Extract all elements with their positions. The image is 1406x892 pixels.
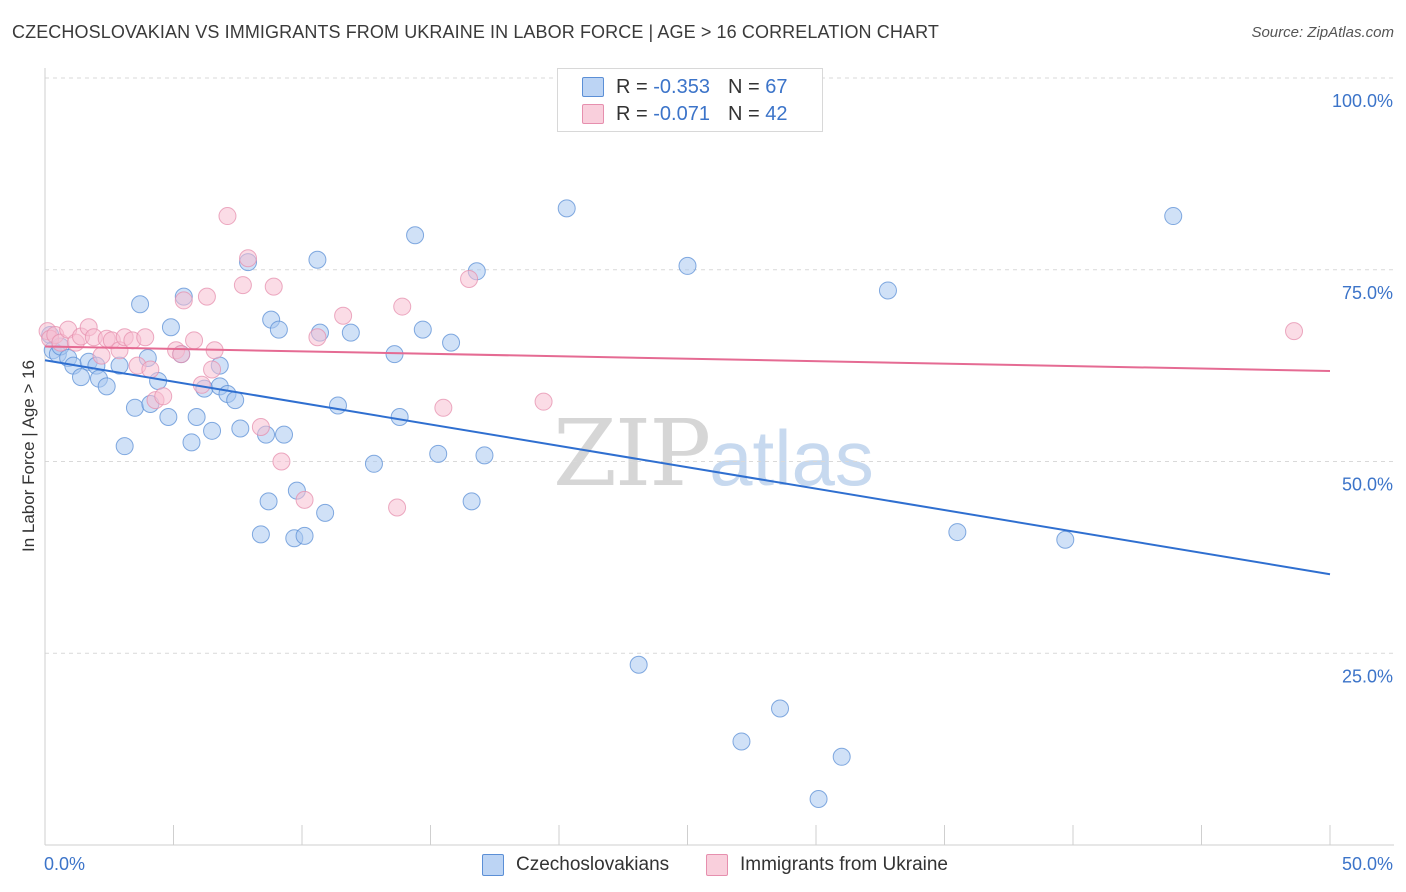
x-tick-label: 50.0% — [1342, 854, 1393, 874]
point-ukraine — [239, 249, 258, 268]
point-czechoslovakians — [131, 295, 150, 314]
legend-r-value: -0.071 — [653, 102, 710, 125]
point-ukraine — [185, 331, 204, 350]
point-czechoslovakians — [878, 281, 897, 300]
point-czechoslovakians — [442, 333, 461, 352]
point-czechoslovakians — [275, 425, 294, 444]
point-ukraine — [136, 328, 155, 347]
y-tick-label: 100.0% — [1332, 91, 1393, 111]
point-ukraine — [272, 452, 291, 471]
point-czechoslovakians — [771, 699, 790, 718]
point-czechoslovakians — [832, 747, 851, 766]
point-czechoslovakians — [203, 421, 222, 440]
legend-row-ukraine: R = -0.071 N = 42 — [582, 101, 787, 127]
point-czechoslovakians — [429, 444, 448, 463]
point-czechoslovakians — [328, 396, 347, 415]
point-ukraine — [1285, 322, 1304, 341]
legend-r-value: -0.353 — [653, 75, 710, 98]
point-ukraine — [218, 207, 237, 226]
point-ukraine — [233, 276, 252, 295]
point-czechoslovakians — [115, 437, 134, 456]
point-ukraine — [534, 392, 553, 411]
y-tick-label: 75.0% — [1342, 283, 1393, 303]
point-ukraine — [334, 306, 353, 325]
legend-n-value: 67 — [765, 75, 788, 98]
bottom-legend-czechoslovakians: Czechoslovakians — [482, 852, 669, 878]
bottom-legend-label: Immigrants from Ukraine — [740, 854, 948, 875]
point-ukraine — [203, 360, 222, 379]
point-czechoslovakians — [390, 408, 409, 427]
point-czechoslovakians — [159, 408, 178, 427]
point-czechoslovakians — [295, 526, 314, 545]
point-czechoslovakians — [809, 789, 828, 808]
x-tick-label: 0.0% — [44, 854, 85, 874]
y-tick-label: 25.0% — [1342, 666, 1393, 686]
bottom-legend-swatch-blue — [482, 854, 504, 876]
point-czechoslovakians — [1056, 530, 1075, 549]
bottom-legend-swatch-pink — [706, 854, 728, 876]
point-czechoslovakians — [678, 256, 697, 275]
stats-legend: R = -0.353 N = 67 R = -0.071 N = 42 — [557, 68, 823, 132]
y-tick-label: 50.0% — [1342, 475, 1393, 495]
legend-n-label: N = — [727, 75, 760, 98]
point-czechoslovakians — [732, 732, 751, 751]
point-czechoslovakians — [251, 525, 270, 544]
point-czechoslovakians — [161, 318, 180, 337]
point-ukraine — [264, 277, 283, 296]
point-czechoslovakians — [308, 250, 327, 269]
point-ukraine — [174, 291, 193, 310]
legend-row-czechoslovakians: R = -0.353 N = 67 — [582, 74, 787, 100]
chart-title: CZECHOSLOVAKIAN VS IMMIGRANTS FROM UKRAI… — [12, 22, 939, 42]
legend-n-label: N = — [727, 102, 760, 125]
point-czechoslovakians — [231, 419, 250, 438]
point-czechoslovakians — [71, 368, 90, 387]
point-czechoslovakians — [187, 408, 206, 427]
watermark: ZIPatlas — [553, 400, 874, 507]
point-czechoslovakians — [259, 492, 278, 511]
y-axis-label: In Labor Force | Age > 16 — [19, 360, 38, 552]
point-czechoslovakians — [226, 391, 245, 410]
bottom-legend-ukraine: Immigrants from Ukraine — [706, 852, 948, 878]
point-czechoslovakians — [948, 523, 967, 542]
point-czechoslovakians — [406, 226, 425, 245]
point-ukraine — [154, 387, 173, 406]
bottom-legend-label: Czechoslovakians — [516, 854, 670, 875]
source-label: Source: ZipAtlas.com — [1251, 24, 1394, 41]
point-czechoslovakians — [364, 454, 383, 473]
point-ukraine — [393, 297, 412, 316]
point-czechoslovakians — [97, 377, 116, 396]
point-ukraine — [388, 498, 407, 517]
point-czechoslovakians — [316, 503, 335, 522]
legend-r-label: R = — [616, 75, 648, 98]
point-czechoslovakians — [125, 398, 144, 417]
point-czechoslovakians — [1164, 207, 1183, 226]
point-ukraine — [251, 417, 270, 436]
point-ukraine — [434, 398, 453, 417]
watermark-zip: ZIP — [553, 400, 711, 507]
point-ukraine — [197, 287, 216, 306]
point-czechoslovakians — [475, 446, 494, 465]
point-czechoslovakians — [182, 433, 201, 452]
trendline-ukraine — [44, 345, 1331, 372]
point-czechoslovakians — [629, 655, 648, 674]
trendline-czechoslovakians — [44, 359, 1331, 576]
point-ukraine — [92, 346, 111, 365]
legend-n-value: 42 — [765, 102, 788, 125]
legend-swatch-pink — [582, 104, 604, 124]
watermark-atlas: atlas — [709, 414, 874, 502]
point-czechoslovakians — [341, 323, 360, 342]
point-ukraine — [295, 490, 314, 509]
point-czechoslovakians — [413, 320, 432, 339]
point-ukraine — [460, 269, 479, 288]
legend-swatch-blue — [582, 77, 604, 97]
point-ukraine — [308, 328, 327, 347]
point-ukraine — [141, 360, 160, 379]
point-czechoslovakians — [269, 320, 288, 339]
point-czechoslovakians — [557, 199, 576, 218]
legend-r-label: R = — [616, 102, 648, 125]
point-czechoslovakians — [462, 492, 481, 511]
